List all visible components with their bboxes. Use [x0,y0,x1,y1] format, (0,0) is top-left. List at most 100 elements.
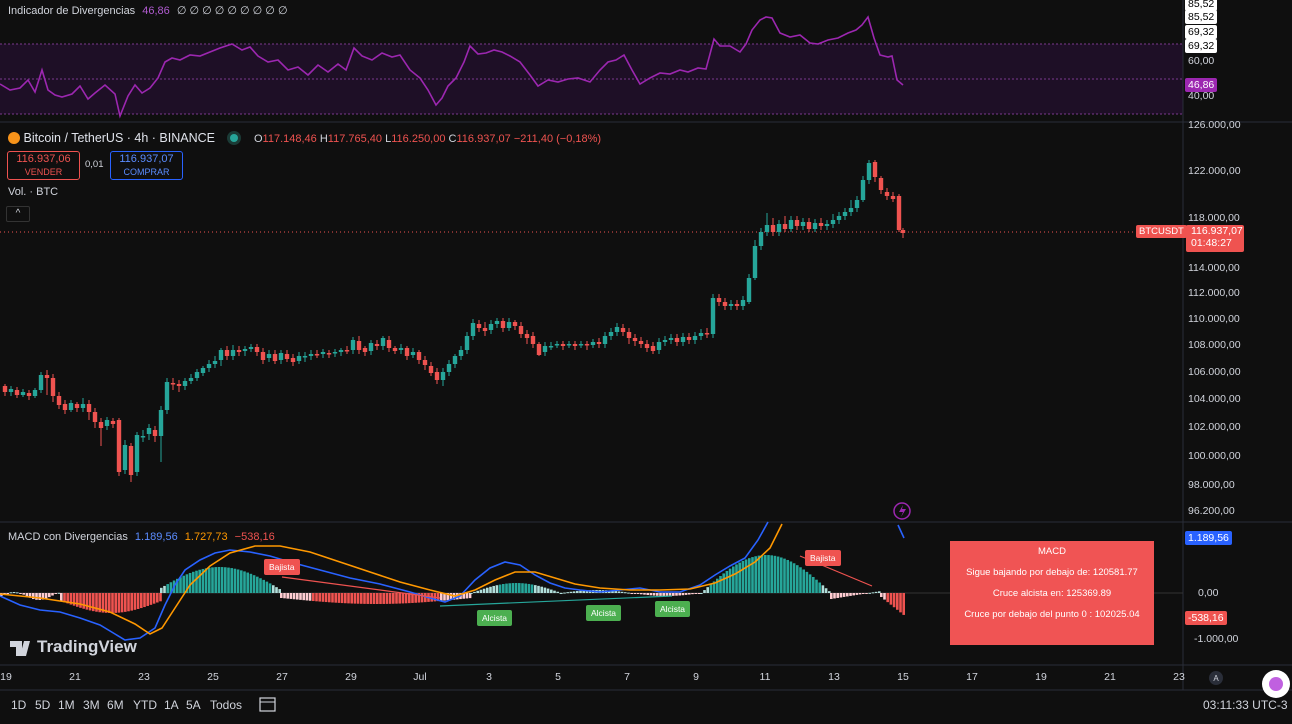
timeframe-button[interactable]: 5A [186,698,201,712]
rsi-axis-label-5: 60,00 [1188,55,1215,67]
macd-title[interactable]: MACD con Divergencias 1.189,56 1.727,73 … [8,531,275,543]
flash-icon[interactable] [893,502,911,520]
rsi-axis-label-3: 69,32 [1185,25,1218,39]
time-axis-label: 19 [1035,671,1047,683]
bullish-divergence-line [439,595,673,607]
volume-label[interactable]: Vol. · BTC [8,186,59,198]
time-axis-label: 23 [138,671,150,683]
time-axis-label: 21 [1104,671,1116,683]
price-axis-label: 110.000,00 [1188,313,1240,325]
price-axis-label: 114.000,00 [1188,262,1240,274]
time-axis-label: 23 [1173,671,1185,683]
open-value: 117.148,46 [262,133,317,145]
price-axis-label: 106.000,00 [1188,366,1241,378]
macd-value: 1.189,56 [134,531,178,543]
spread-value: 0,01 [85,159,104,170]
timeframe-button[interactable]: 5D [35,698,51,712]
rsi-axis-label-4: 69,32 [1185,39,1218,53]
hist-axis-tag: -538,16 [1185,611,1227,625]
buy-price: 116.937,07 [119,153,174,165]
calendar-icon[interactable] [259,697,276,712]
timeframe-button[interactable]: 1A [164,698,179,712]
timeframe-button[interactable]: 3M [83,698,100,712]
bearish-signal-label: Bajista [264,559,300,575]
sell-price: 116.937,06 [16,153,71,165]
change-value: −211,40 (−0,18%) [513,133,602,145]
macd-info-box: MACD Sigue bajando por debajo de: 120581… [950,541,1154,645]
rsi-placeholders: ∅ ∅ ∅ ∅ ∅ ∅ ∅ ∅ ∅ [176,5,288,17]
time-axis-label: 27 [276,671,288,683]
info-box-title: MACD [1038,546,1066,557]
info-box-line2: Cruce alcista en: 125369.89 [992,588,1112,599]
bullish-signal-label: Alcista [477,610,513,626]
price-axis-label: 108.000,00 [1188,339,1241,351]
price-axis-label: 104.000,00 [1188,393,1241,405]
macd-axis-minus1000: -1.000,00 [1194,633,1239,645]
time-axis-label: 25 [207,671,219,683]
time-axis-label: 21 [69,671,81,683]
timeframe-button[interactable]: 1D [11,698,27,712]
collapse-button[interactable]: ^ [6,206,30,222]
time-axis-label: 15 [897,671,909,683]
bitcoin-icon [8,132,20,144]
sell-label: VENDER [24,167,63,177]
current-price-value: 116.937,07 [1191,225,1243,237]
timeframe-button[interactable]: Todos [210,698,243,712]
bullish-signal-label-2: Alcista [586,605,622,621]
price-axis-label: 98.000,00 [1188,479,1235,491]
time-axis-label: 17 [966,671,978,683]
time-axis-label: 11 [759,671,771,683]
rsi-current-tag: 46,86 [1185,78,1218,92]
rsi-axis-label-1: 85,52 [1185,0,1218,11]
time-axis-label: Jul [413,671,427,683]
timeframe-button[interactable]: 6M [107,698,124,712]
current-price-tag: 116.937,07 01:48:27 [1186,225,1244,252]
candlestick-plot [2,160,906,482]
bearish-divergence-line [281,576,441,599]
chevron-up-icon: ^ [15,208,21,219]
price-axis-label: 126.000,00 [1188,119,1241,131]
low-value: 116.250,00 [391,133,446,145]
macd-title-text: MACD con Divergencias [8,531,128,543]
svg-text:A: A [1213,674,1219,683]
price-axis-label: 100.000,00 [1188,450,1241,462]
candle-countdown: 01:48:27 [1191,237,1232,249]
price-axis-label: 118.000,00 [1188,212,1240,224]
macd-plot [0,521,905,641]
signal-value: 1.727,73 [184,531,228,543]
bearish-signal-label-2: Bajista [805,550,841,566]
bullish-signal-label-3: Alcista [655,601,691,617]
time-axis-label: 5 [555,671,561,683]
info-box-line3: Cruce por debajo del punto 0 : 102025.04 [964,609,1140,620]
symbol-name: Bitcoin / TetherUS · 4h · BINANCE [23,131,215,145]
rsi-axis-label-7: 40,00 [1188,90,1215,102]
close-value: 116.937,07 [456,133,511,145]
buy-label: COMPRAR [123,167,170,177]
rsi-value: 46,86 [142,5,170,17]
auto-scale-icon[interactable] [1209,671,1223,685]
time-axis-label: 19 [0,671,12,683]
rsi-axis-label-2: 85,52 [1185,10,1218,24]
time-axis-label: 7 [624,671,630,683]
symbol-header[interactable]: Bitcoin / TetherUS · 4h · BINANCE O117.1… [8,131,601,145]
time-axis-label: 13 [828,671,840,683]
time-axis-label: 29 [345,671,357,683]
rsi-title[interactable]: Indicador de Divergencias 46,86 ∅ ∅ ∅ ∅ … [8,4,288,17]
timeframe-button[interactable]: 1M [58,698,75,712]
rsi-title-text: Indicador de Divergencias [8,5,136,17]
time-axis-label: 9 [693,671,699,683]
price-axis-label: 112.000,00 [1188,287,1240,299]
time-axis-label: 3 [486,671,492,683]
info-box-line1: Sigue bajando por debajo de: 120581.77 [966,567,1138,578]
timeframe-button[interactable]: YTD [133,698,157,712]
close-label: C [448,133,457,145]
sell-button[interactable]: 116.937,06 VENDER [7,151,80,180]
buy-button[interactable]: 116.937,07 COMPRAR [110,151,183,180]
price-axis-label: 122.000,00 [1188,165,1241,177]
market-status-icon [230,134,239,142]
rsi-plot [0,15,904,119]
clock[interactable]: 03:11:33 UTC-3 [1203,698,1288,712]
low-label: L [385,133,392,145]
histogram-value: −538,16 [234,531,275,543]
